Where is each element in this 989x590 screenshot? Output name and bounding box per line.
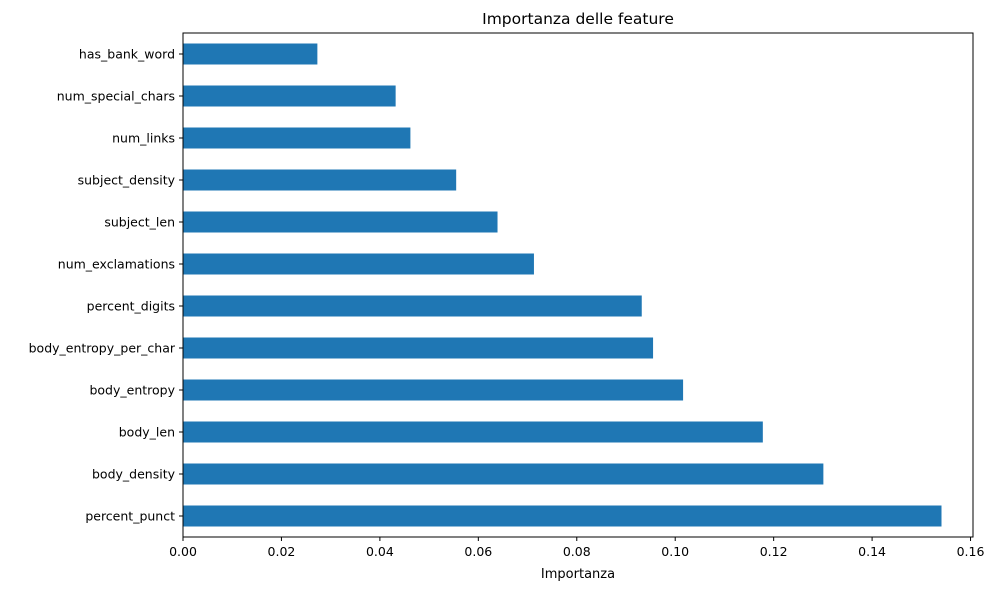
y-tick-label: subject_density bbox=[78, 173, 176, 188]
y-tick-label: body_entropy_per_char bbox=[29, 341, 176, 356]
bar-percent_punct bbox=[183, 505, 942, 527]
x-tick-label: 0.16 bbox=[957, 544, 985, 559]
y-tick-label: body_density bbox=[92, 467, 176, 482]
y-tick-label: num_special_chars bbox=[57, 89, 175, 104]
bar-body_density bbox=[183, 463, 824, 485]
y-tick-label: num_exclamations bbox=[58, 257, 175, 272]
bar-num_exclamations bbox=[183, 253, 534, 275]
chart-title: Importanza delle feature bbox=[482, 10, 674, 28]
y-axis-ticks: has_bank_word num_special_chars num_linkss… bbox=[29, 47, 183, 524]
bar-subject_density bbox=[183, 169, 457, 191]
x-tick-label: 0.10 bbox=[661, 544, 689, 559]
x-axis-label: Importanza bbox=[541, 567, 615, 582]
x-tick-label: 0.14 bbox=[858, 544, 886, 559]
bar-body_len bbox=[183, 421, 763, 443]
x-tick-label: 0.00 bbox=[169, 544, 197, 559]
y-tick-label: has_bank_word bbox=[79, 47, 175, 62]
bar-subject_len bbox=[183, 211, 498, 233]
y-tick-label: num_links bbox=[112, 131, 175, 146]
y-tick-label: percent_digits bbox=[87, 299, 175, 314]
y-tick-label: body_entropy bbox=[89, 383, 175, 398]
y-tick-label: percent_punct bbox=[85, 509, 175, 524]
x-tick-label: 0.04 bbox=[366, 544, 394, 559]
x-tick-label: 0.08 bbox=[563, 544, 591, 559]
bar-body_entropy_per_char bbox=[183, 337, 654, 359]
bar-has_bank_word bbox=[183, 43, 318, 65]
bar-num_special_chars bbox=[183, 85, 396, 107]
bar-percent_digits bbox=[183, 295, 642, 317]
x-tick-label: 0.12 bbox=[760, 544, 788, 559]
x-axis-ticks: 0.00 0.02 0.04 0.06 0.08 0.10 0.12 0.14 0.16 bbox=[169, 537, 984, 559]
bar-num_links bbox=[183, 127, 411, 149]
y-tick-label: body_len bbox=[119, 425, 175, 440]
x-tick-label: 0.06 bbox=[464, 544, 492, 559]
x-tick-label: 0.02 bbox=[268, 544, 296, 559]
bar-body_entropy bbox=[183, 379, 684, 401]
y-tick-label: subject_len bbox=[104, 215, 175, 230]
bars-group bbox=[183, 43, 942, 527]
plot-frame bbox=[182, 32, 974, 538]
